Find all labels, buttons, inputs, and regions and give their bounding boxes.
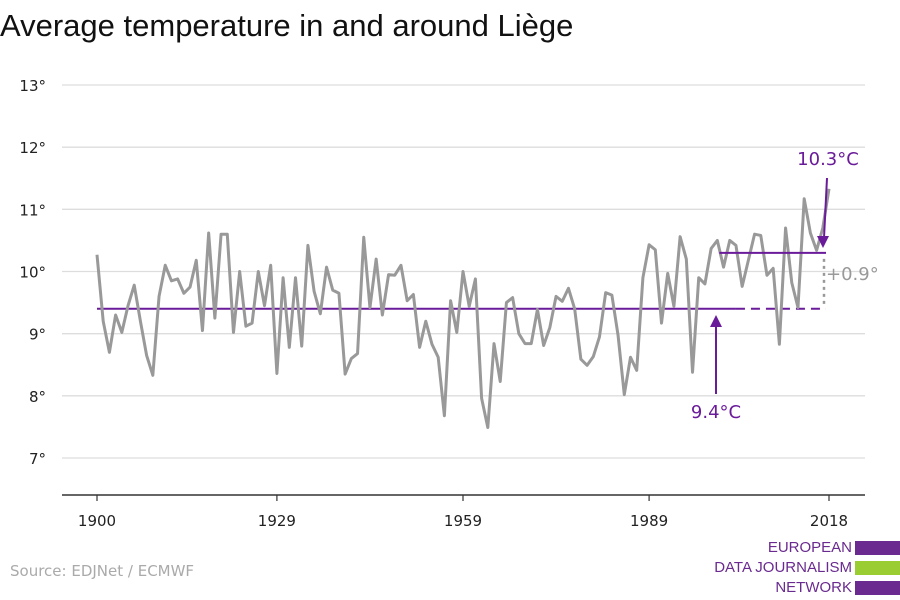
- chart-title: Average temperature in and around Liège: [0, 8, 574, 43]
- recent-arrow: [823, 177, 828, 239]
- difference-label: +0.9°: [826, 264, 879, 285]
- logo-bar: [855, 561, 900, 575]
- y-tick-label: 10°: [19, 264, 46, 282]
- y-tick-label: 12°: [19, 139, 46, 157]
- x-tick-label: 1929: [258, 512, 296, 530]
- x-tick-label: 1900: [78, 512, 116, 530]
- y-tick-label: 7°: [29, 450, 46, 468]
- baseline-label: 9.4°C: [691, 402, 741, 423]
- x-tick-label: 1959: [444, 512, 482, 530]
- arrow-head-icon: [817, 236, 829, 248]
- y-tick-label: 8°: [29, 388, 46, 406]
- recent-label: 10.3°C: [797, 149, 859, 170]
- logo-bar: [855, 581, 900, 595]
- logo-line-2: DATA JOURNALISM: [714, 559, 852, 576]
- x-tick-label: 1989: [630, 512, 668, 530]
- arrow-head-icon: [710, 315, 722, 327]
- logo-bar: [855, 541, 900, 555]
- y-tick-label: 9°: [29, 326, 46, 344]
- logo-line-3: NETWORK: [775, 579, 852, 596]
- edjnet-logo: EUROPEAN DATA JOURNALISM NETWORK: [700, 538, 900, 598]
- x-tick-label: 2018: [810, 512, 848, 530]
- logo-line-1: EUROPEAN: [767, 539, 852, 556]
- y-tick-label: 11°: [19, 201, 46, 219]
- source-note: Source: EDJNet / ECMWF: [10, 562, 195, 580]
- y-tick-label: 13°: [19, 77, 46, 95]
